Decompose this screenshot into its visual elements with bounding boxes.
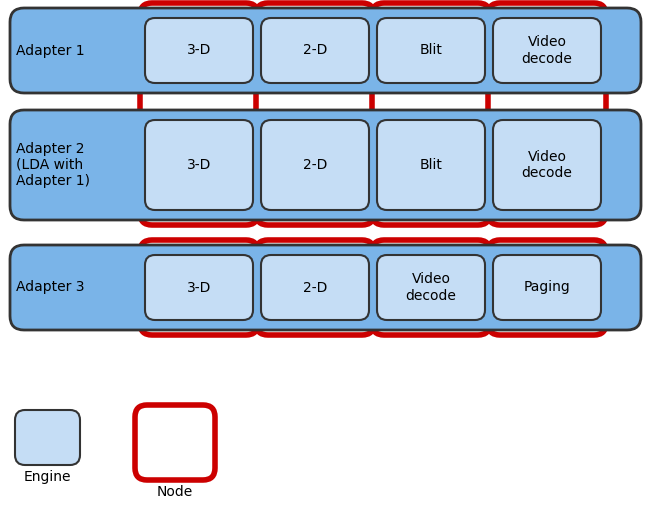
Text: 2-D: 2-D [303, 280, 327, 295]
FancyBboxPatch shape [10, 110, 641, 220]
FancyBboxPatch shape [256, 240, 374, 335]
FancyBboxPatch shape [10, 8, 641, 93]
FancyBboxPatch shape [488, 240, 606, 335]
FancyBboxPatch shape [145, 120, 253, 210]
Text: Adapter 1: Adapter 1 [16, 44, 85, 57]
FancyBboxPatch shape [488, 3, 606, 225]
FancyBboxPatch shape [140, 3, 258, 225]
FancyBboxPatch shape [261, 255, 369, 320]
FancyBboxPatch shape [256, 3, 374, 225]
FancyBboxPatch shape [10, 245, 641, 330]
Text: Video
decode: Video decode [521, 36, 572, 66]
FancyBboxPatch shape [261, 18, 369, 83]
FancyBboxPatch shape [493, 18, 601, 83]
FancyBboxPatch shape [15, 410, 80, 465]
FancyBboxPatch shape [145, 18, 253, 83]
FancyBboxPatch shape [377, 120, 485, 210]
FancyBboxPatch shape [493, 255, 601, 320]
Text: Node: Node [157, 485, 193, 499]
Text: Adapter 3: Adapter 3 [16, 280, 85, 295]
Text: Adapter 2
(LDA with
Adapter 1): Adapter 2 (LDA with Adapter 1) [16, 142, 90, 188]
FancyBboxPatch shape [372, 3, 490, 225]
Text: 3-D: 3-D [187, 280, 211, 295]
Text: Paging: Paging [523, 280, 570, 295]
FancyBboxPatch shape [372, 240, 490, 335]
Text: Blit: Blit [419, 158, 443, 172]
FancyBboxPatch shape [377, 255, 485, 320]
Text: Video
decode: Video decode [406, 272, 456, 303]
Text: Video
decode: Video decode [521, 150, 572, 180]
Text: 3-D: 3-D [187, 44, 211, 57]
FancyBboxPatch shape [493, 120, 601, 210]
FancyBboxPatch shape [261, 120, 369, 210]
FancyBboxPatch shape [377, 18, 485, 83]
Text: 2-D: 2-D [303, 158, 327, 172]
Text: 3-D: 3-D [187, 158, 211, 172]
Text: Blit: Blit [419, 44, 443, 57]
FancyBboxPatch shape [140, 240, 258, 335]
Text: 2-D: 2-D [303, 44, 327, 57]
FancyBboxPatch shape [145, 255, 253, 320]
FancyBboxPatch shape [135, 405, 215, 480]
Text: Engine: Engine [23, 470, 71, 484]
